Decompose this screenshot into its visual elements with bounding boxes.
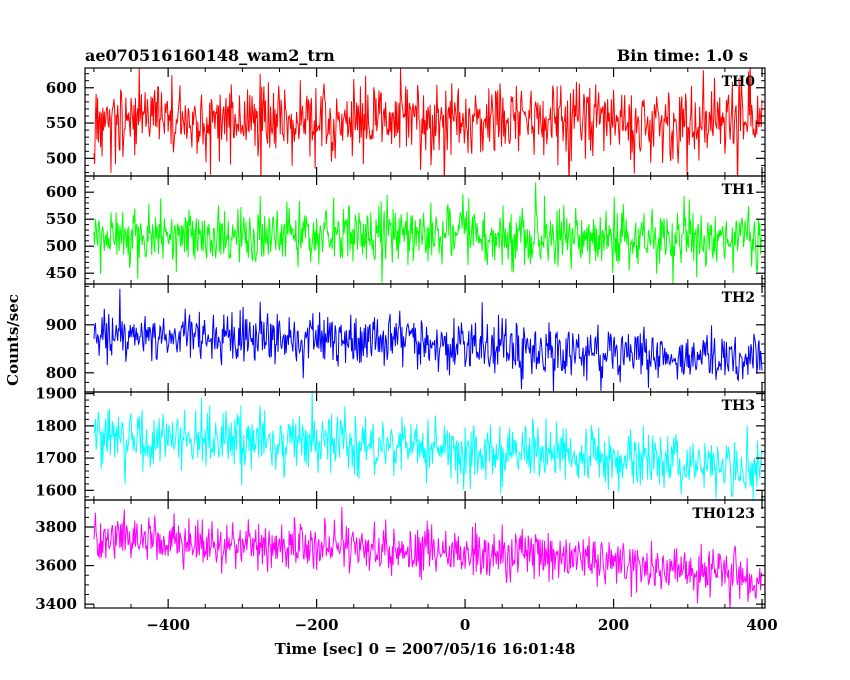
series-line-th3 xyxy=(93,392,763,500)
y-tick-label: 500 xyxy=(46,237,77,255)
y-tick-label: 550 xyxy=(46,114,77,132)
y-tick-label: 550 xyxy=(46,210,77,228)
x-tick-label: −400 xyxy=(146,616,190,634)
y-tick-label: 1700 xyxy=(35,449,77,467)
y-tick-label: 3600 xyxy=(35,557,77,575)
panel-th3: 1600 1700 1800 1900 TH3 xyxy=(35,385,766,501)
series-line-th0123 xyxy=(93,506,763,608)
y-tick-label: 1600 xyxy=(35,481,77,499)
y-tick-label: 600 xyxy=(46,79,77,97)
panels-group: 500 550 600 TH0 450 500 550 600 TH1 800 900 TH2 1600… xyxy=(35,67,766,613)
y-tick-label: 450 xyxy=(46,264,77,282)
x-axis: −400 −200 0 200 400 xyxy=(146,616,777,634)
y-tick-label: 500 xyxy=(46,149,77,167)
panel-label: TH0123 xyxy=(692,506,755,522)
series-line-th0 xyxy=(93,68,763,176)
bin-time-label: Bin time: 1.0 s xyxy=(617,46,748,65)
x-tick-label: 0 xyxy=(460,616,470,634)
panel-label: TH1 xyxy=(722,182,755,198)
panel-th2: 800 900 TH2 xyxy=(46,283,766,393)
y-tick-label: 3400 xyxy=(35,595,77,613)
panel-th1: 450 500 550 600 TH1 xyxy=(46,175,766,285)
y-tick-label: 600 xyxy=(46,183,77,201)
chart-title: ae070516160148_wam2_trn xyxy=(85,46,335,65)
panel-frame xyxy=(84,499,766,609)
y-axis-title: Counts/sec xyxy=(4,294,22,386)
series-line-th2 xyxy=(93,288,763,392)
y-tick-label: 3800 xyxy=(35,518,77,536)
y-tick-label: 900 xyxy=(46,316,77,334)
series-line-th1 xyxy=(93,182,763,284)
panel-label: TH3 xyxy=(722,398,755,414)
x-axis-title: Time [sec] 0 = 2007/05/16 16:01:48 xyxy=(275,640,576,658)
y-tick-label: 1900 xyxy=(35,385,77,403)
panel-label: TH0 xyxy=(722,74,756,90)
panel-th0: 500 550 600 TH0 xyxy=(46,67,766,177)
x-tick-label: 400 xyxy=(746,616,777,634)
x-tick-label: −200 xyxy=(295,616,339,634)
x-tick-label: 200 xyxy=(598,616,629,634)
panel-th0123: 3400 3600 3800 TH0123 xyxy=(35,499,766,613)
y-tick-label: 1800 xyxy=(35,417,77,435)
y-tick-label: 800 xyxy=(46,364,77,382)
panel-label: TH2 xyxy=(722,290,755,306)
